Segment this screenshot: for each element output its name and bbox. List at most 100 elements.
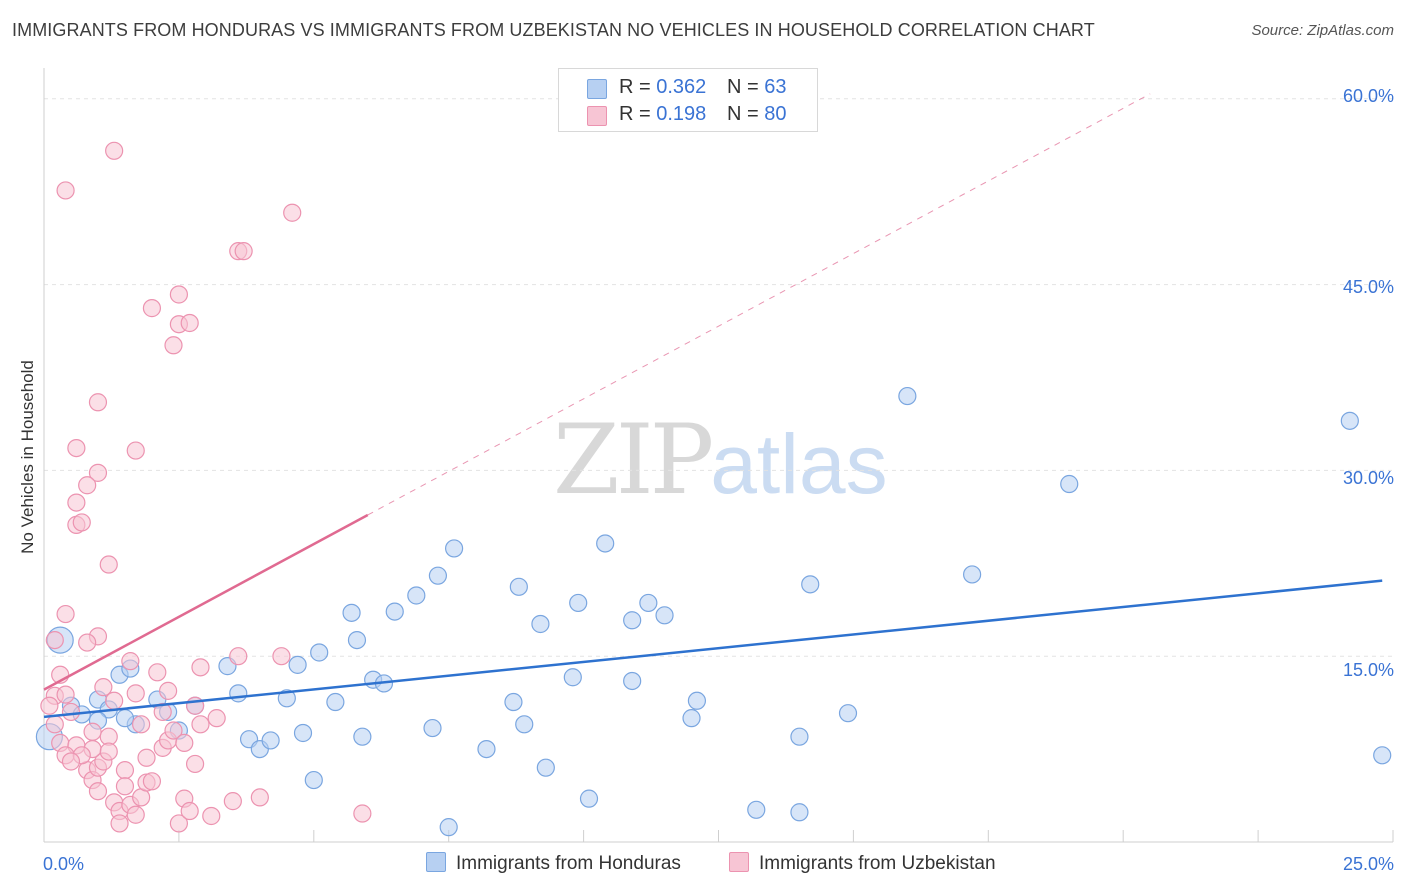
uzbekistan-point (72, 513, 91, 532)
watermark-zip: ZIP (553, 404, 714, 516)
uzbekistan-point (105, 691, 124, 710)
uzbekistan-swatch (587, 106, 607, 126)
uzbekistan-point (137, 748, 156, 767)
uzbekistan-point (142, 299, 162, 318)
uzbekistan-point (132, 715, 151, 734)
honduras-point (623, 671, 642, 691)
stats-legend: R = 0.362 N = 63 R = 0.198 N = 80 (558, 68, 818, 132)
honduras-point (310, 643, 329, 662)
honduras-point (504, 692, 523, 712)
uzbekistan-trend-line-dashed (367, 93, 1151, 516)
uzbekistan-point (169, 285, 188, 304)
honduras-point (747, 800, 766, 819)
y-tick-label-45: 45.0% (1342, 277, 1394, 297)
uzbekistan-point (164, 721, 183, 740)
honduras-point (569, 593, 588, 613)
uzbekistan-point (126, 805, 145, 824)
legend-item-uzbekistan[interactable]: Immigrants from Uzbekistan (729, 852, 996, 875)
source-note: Source: ZipAtlas.com (1251, 22, 1394, 39)
honduras-point (963, 565, 982, 584)
uzbekistan-point (56, 685, 75, 704)
uzbekistan-point (202, 806, 221, 826)
uzbekistan-point (180, 313, 199, 333)
honduras-legend-swatch (426, 852, 446, 872)
honduras-point (261, 731, 280, 750)
honduras-point (439, 818, 458, 837)
uzbekistan-point (45, 715, 64, 734)
uzbekistan-point (250, 788, 269, 807)
uzbekistan-point (159, 681, 178, 700)
n-stat: N = 80 (727, 103, 787, 125)
legend-item-honduras[interactable]: Immigrants from Honduras (426, 852, 681, 875)
watermark-atlas: atlas (710, 417, 888, 511)
uzbekistan-point (175, 733, 194, 753)
honduras-point (353, 727, 372, 746)
honduras-point (347, 630, 367, 650)
honduras-swatch (587, 79, 607, 99)
uzbekistan-point (45, 630, 64, 650)
y-tick-label-30: 30.0% (1342, 468, 1394, 488)
honduras-point (801, 575, 820, 594)
honduras-point (428, 566, 448, 585)
honduras-point (304, 770, 323, 790)
honduras-point (682, 709, 701, 728)
honduras-point (536, 758, 555, 777)
uzbekistan-point (353, 804, 372, 823)
uzbekistan-point (88, 782, 108, 801)
honduras-point (444, 539, 464, 558)
honduras-point (288, 655, 307, 674)
uzbekistan-point (180, 801, 199, 821)
honduras-point (229, 684, 248, 703)
honduras-point (293, 723, 313, 743)
honduras-point (277, 689, 296, 708)
uzbekistan-point (121, 652, 140, 671)
chart-title: IMMIGRANTS FROM HONDURAS VS IMMIGRANTS F… (12, 20, 1095, 40)
uzbekistan-point (67, 493, 86, 512)
uzbekistan-point (110, 814, 129, 833)
honduras-point (655, 606, 674, 625)
honduras-point (838, 704, 858, 723)
uzbekistan-point (78, 476, 97, 495)
honduras-point (790, 803, 809, 822)
honduras-point (326, 692, 345, 712)
honduras-point (639, 593, 658, 613)
honduras-point (623, 611, 642, 630)
legend-label-uzbekistan: Immigrants from Uzbekistan (759, 853, 996, 874)
honduras-point (407, 586, 426, 605)
uzbekistan-point (234, 242, 253, 261)
uzbekistan-point (56, 181, 75, 200)
series-legend: Immigrants from Honduras Immigrants from… (0, 852, 1406, 878)
uzbekistan-point (126, 684, 145, 703)
uzbekistan-point (283, 203, 302, 222)
uzbekistan-legend-swatch (729, 852, 749, 872)
uzbekistan-point (148, 663, 167, 682)
honduras-point (115, 709, 135, 728)
x-tick-label-start: 0.0% (43, 854, 85, 874)
honduras-point (385, 602, 404, 621)
uzbekistan-point (191, 658, 210, 677)
honduras-point (687, 691, 707, 710)
uzbekistan-point (207, 709, 226, 728)
y-tick-label-60: 60.0% (1342, 86, 1394, 106)
uzbekistan-point (88, 463, 108, 482)
uzbekistan-point (99, 742, 118, 761)
uzbekistan-point (40, 696, 59, 715)
uzbekistan-point (169, 814, 188, 833)
uzbekistan-point (185, 754, 205, 774)
honduras-point (898, 386, 917, 406)
uzbekistan-point (164, 336, 183, 355)
uzbekistan-point (56, 604, 75, 624)
r-stat: R = 0.362 (619, 76, 707, 98)
uzbekistan-point (61, 752, 81, 771)
y-axis-label: No Vehicles in Household (18, 360, 37, 554)
honduras-point (342, 603, 361, 622)
honduras-point (423, 718, 442, 738)
uzbekistan-point (153, 702, 172, 722)
r-stat: R = 0.198 (619, 103, 707, 125)
uzbekistan-point (78, 633, 97, 652)
n-stat: N = 63 (727, 76, 787, 98)
honduras-point (531, 614, 550, 634)
uzbekistan-point (105, 141, 124, 160)
uzbekistan-point (272, 647, 291, 666)
